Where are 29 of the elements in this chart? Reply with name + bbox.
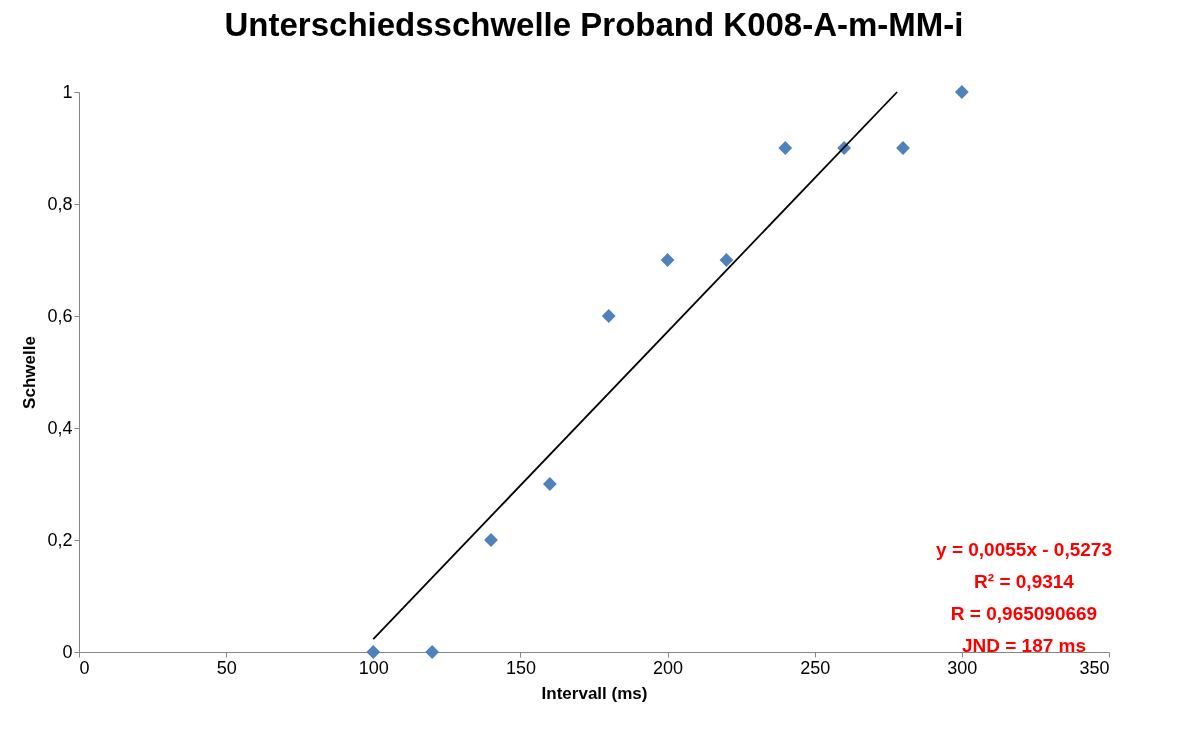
point: [366, 645, 381, 659]
x-tick-label: 150: [505, 657, 536, 678]
x-axis-title: Intervall (ms): [541, 683, 648, 703]
annotation: R² = 0,9314: [974, 571, 1075, 592]
point: [425, 645, 440, 659]
x-tick-label: 200: [653, 657, 684, 678]
annotation: JND = 187 ms: [961, 635, 1087, 656]
point: [660, 253, 675, 267]
x-tick-label: 50: [216, 657, 237, 678]
y-tick-label: 0,8: [47, 193, 73, 214]
y-axis-title: Schwelle: [20, 336, 40, 409]
annotation: y = 0,0055x - 0,5273: [936, 539, 1112, 560]
x-tick-label: 250: [800, 657, 831, 678]
x-tick-label: 100: [358, 657, 389, 678]
y-tick-label: 0,6: [47, 305, 73, 326]
point: [954, 85, 969, 99]
annotation: R = 0,965090669: [950, 603, 1098, 624]
chart-title: Unterschiedsschwelle Proband K008-A-m-MM-i: [224, 6, 964, 43]
y-tick-label: 0,4: [47, 417, 73, 438]
point: [542, 477, 557, 491]
x-tick-label: 0: [79, 657, 90, 678]
y-tick-label: 1: [62, 81, 73, 102]
y-tick-label: 0: [62, 641, 73, 662]
point: [601, 309, 616, 323]
x-tick-label: 300: [947, 657, 978, 678]
y-tick-label: 0,2: [47, 529, 73, 550]
point: [719, 253, 734, 267]
x-tick-label: 350: [1079, 657, 1110, 678]
point: [778, 141, 793, 155]
